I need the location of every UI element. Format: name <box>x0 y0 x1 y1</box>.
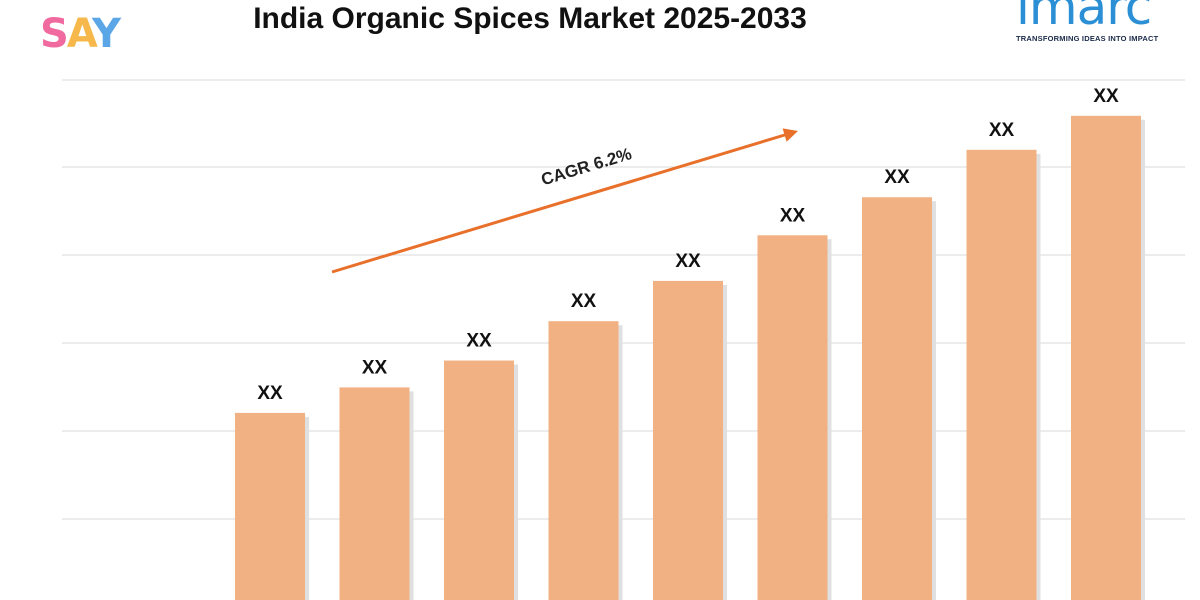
data-label: XX <box>257 383 283 404</box>
data-labels: XX XX XX XX XX XX XX XX XX <box>257 86 1119 404</box>
data-label: XX <box>989 120 1015 141</box>
bar-2027 <box>444 360 514 600</box>
say-logo-a: A <box>66 11 94 57</box>
bar-2026 <box>339 387 410 600</box>
bar-2032 <box>966 149 1037 600</box>
bar-2031 <box>862 197 932 600</box>
bar-2029 <box>653 280 723 600</box>
chart-title: India Organic Spices Market 2025-2033 <box>253 2 807 35</box>
bar-2025 <box>235 412 305 600</box>
data-label: XX <box>884 167 910 188</box>
imarc-logo-tagline: TRANSFORMING IDEAS INTO IMPACT <box>1016 34 1159 43</box>
cagr-annotation: CAGR 6.2% <box>331 128 798 274</box>
say-logo-s: S <box>40 11 69 57</box>
cagr-arrow-line <box>331 132 789 274</box>
data-label: XX <box>780 205 806 226</box>
bars <box>235 115 1145 600</box>
data-label: XX <box>466 331 492 352</box>
data-label: XX <box>1093 86 1119 107</box>
data-label: XX <box>675 251 701 272</box>
bar-2033 <box>1071 115 1141 600</box>
bar-2028 <box>548 321 619 600</box>
imarc-logo: imarc TRANSFORMING IDEAS INTO IMPACT <box>1016 0 1186 43</box>
bar-2030 <box>757 235 828 600</box>
cagr-arrow-head <box>782 128 798 142</box>
imarc-logo-word: imarc <box>1016 0 1152 36</box>
say-logo: SAY <box>40 11 121 57</box>
data-label: XX <box>362 357 388 378</box>
data-label: XX <box>571 291 597 312</box>
say-logo-y: Y <box>91 11 121 57</box>
